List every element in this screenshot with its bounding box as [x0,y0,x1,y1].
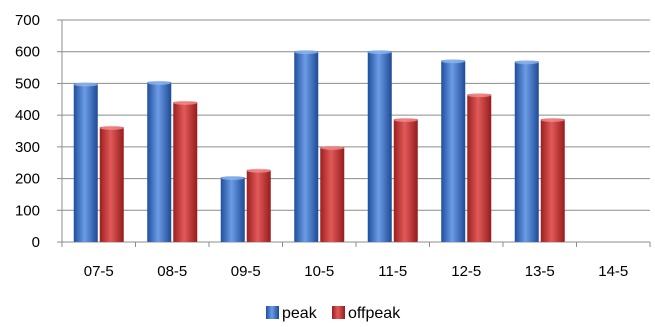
y-tick-label: 400 [15,107,40,124]
bar-peak-09-5 [220,176,245,242]
bar-cap-offpeak-07-5 [99,125,124,130]
x-tick-label: 14-5 [598,263,628,280]
bar-peak-08-5 [147,81,172,242]
bar-cap-offpeak-13-5 [540,117,565,122]
y-tick-label: 200 [15,171,40,188]
bar-offpeak-11-5 [393,118,418,242]
bar-offpeak-09-5 [246,169,271,242]
bar-offpeak-13-5 [540,118,565,242]
x-tick-label: 13-5 [525,263,555,280]
y-tick-label: 600 [15,44,40,61]
y-tick-label: 500 [15,75,40,92]
bar-peak-10-5 [294,51,319,242]
bar-cap-peak-09-5 [220,175,245,180]
legend-swatch-offpeak [332,306,345,319]
bar-cap-offpeak-09-5 [246,168,271,173]
bar-cap-peak-08-5 [147,80,172,85]
bar-cap-offpeak-10-5 [320,145,345,150]
x-tick-label: 11-5 [378,263,407,280]
y-tick-label: 100 [15,202,40,219]
y-tick-label: 300 [15,139,40,156]
bar-cap-offpeak-11-5 [393,117,418,122]
legend: peak offpeak [266,305,401,322]
y-axis-tick-labels: 0 100 200 300 400 500 600 700 [15,12,40,251]
bar-offpeak-10-5 [320,146,345,242]
legend-label-offpeak: offpeak [348,305,401,322]
bar-peak-13-5 [514,61,539,242]
bar-cap-offpeak-08-5 [173,100,198,105]
x-tick-label: 10-5 [304,263,334,280]
x-axis-tick-labels: 07-5 08-5 09-5 10-5 11-5 12-5 13-5 14-5 [84,263,629,280]
x-tick-label: 08-5 [157,263,187,280]
y-tick-label: 700 [15,12,40,29]
bar-peak-12-5 [441,60,466,242]
bar-peak-07-5 [73,83,98,242]
bar-offpeak-12-5 [467,94,492,242]
bar-cap-peak-12-5 [441,59,466,64]
x-tick-label: 12-5 [451,263,481,280]
bar-cap-offpeak-12-5 [467,93,492,98]
bar-cap-peak-10-5 [294,50,319,55]
bar-offpeak-08-5 [173,101,198,242]
bar-cap-peak-13-5 [514,60,539,65]
x-tick-label: 07-5 [84,263,114,280]
legend-label-peak: peak [282,305,318,322]
legend-swatch-peak [266,306,279,319]
bar-cap-peak-07-5 [73,82,98,87]
y-tick-label: 0 [32,234,40,251]
bar-cap-peak-11-5 [367,50,392,55]
bars [73,50,565,242]
x-tick-label: 09-5 [231,263,261,280]
bar-offpeak-07-5 [99,126,124,242]
bar-peak-11-5 [367,51,392,242]
